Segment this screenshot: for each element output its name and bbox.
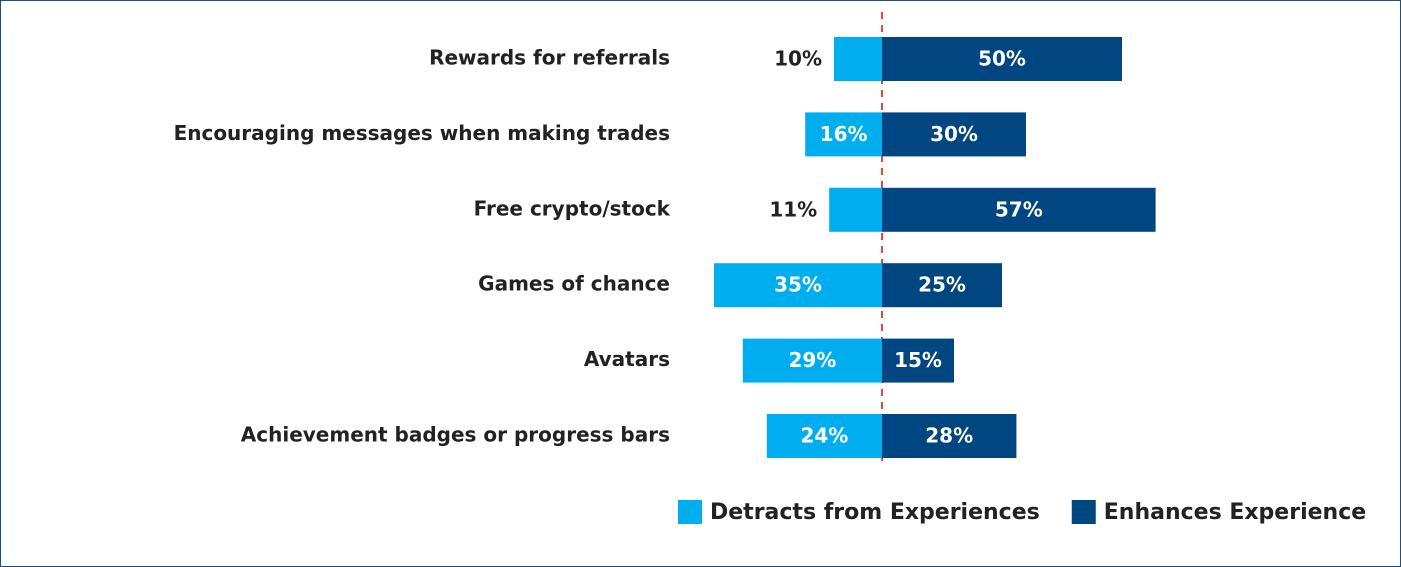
- value-label: 57%: [995, 197, 1043, 221]
- value-label: 10%: [774, 47, 822, 71]
- bar: [805, 112, 882, 157]
- category-label: Achievement badges or progress bars: [241, 423, 670, 447]
- category-label: Rewards for referrals: [429, 46, 670, 70]
- value-label: 15%: [894, 348, 942, 372]
- value-label: 35%: [774, 273, 822, 297]
- bar: [882, 338, 954, 383]
- category-label: Encouraging messages when making trades: [174, 121, 670, 145]
- bar: [882, 37, 1122, 81]
- value-label: 30%: [930, 122, 978, 146]
- value-label: 29%: [788, 348, 836, 372]
- value-label: 16%: [820, 122, 868, 146]
- legend-label: Detracts from Experiences: [710, 500, 1040, 525]
- bar: [834, 37, 882, 81]
- bar: [882, 263, 1002, 308]
- value-label: 24%: [800, 424, 848, 448]
- bar: [882, 414, 1017, 458]
- legend-swatch: [1071, 500, 1096, 524]
- bar: [766, 414, 882, 458]
- category-label: Avatars: [584, 347, 670, 371]
- legend-label: Enhances Experience: [1104, 500, 1366, 525]
- category-label: Free crypto/stock: [474, 196, 671, 220]
- bar: [882, 187, 1156, 232]
- value-label: 25%: [918, 273, 966, 297]
- bar: [742, 338, 882, 383]
- legend-swatch: [678, 500, 702, 524]
- bar: [882, 112, 1026, 157]
- value-label: 11%: [769, 197, 817, 221]
- bar: [829, 187, 882, 232]
- bar: [714, 263, 882, 308]
- category-label: Games of chance: [478, 272, 670, 296]
- value-label: 28%: [925, 424, 973, 448]
- value-label: 50%: [978, 47, 1026, 71]
